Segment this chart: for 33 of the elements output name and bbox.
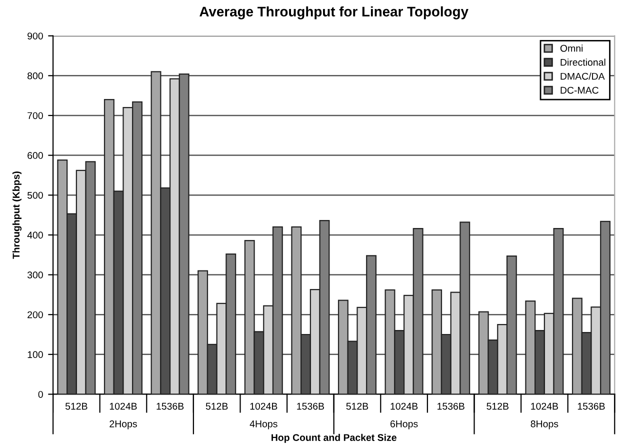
- y-tick-label: 100: [28, 351, 43, 358]
- x-tick-label: 1024B: [250, 402, 278, 410]
- y-tick-label: 700: [28, 112, 43, 120]
- y-tick-label: 800: [28, 72, 43, 80]
- text: 8Hops: [530, 420, 558, 430]
- y-tick-label: 900: [28, 32, 43, 40]
- text: 2Hops: [110, 420, 137, 430]
- x-tick-label: 1536B: [578, 402, 605, 410]
- legend-label: DC-MAC: [560, 86, 598, 94]
- legend-label: Directional: [560, 58, 606, 66]
- x-tick-label: 512B: [486, 402, 508, 410]
- x-tick-label: 1024B: [110, 402, 137, 410]
- y-axis-title: Throughput (Kbps): [12, 172, 22, 259]
- x-tick-label: 1536B: [156, 402, 184, 410]
- x-tick-label: 512B: [346, 402, 368, 410]
- x-tick-label: 512B: [65, 402, 88, 410]
- y-tick-label: 600: [28, 152, 43, 159]
- y-tick-label: 500: [27, 192, 43, 199]
- text: 4Hops: [250, 420, 278, 430]
- legend-label: Omni: [560, 44, 583, 52]
- legend-label: DMAC/DA: [560, 72, 605, 80]
- x-tick-label: 1024B: [390, 402, 418, 410]
- y-tick-label: 300: [27, 272, 43, 278]
- y-tick-label: 0: [38, 390, 43, 398]
- x-axis-title: Hop Count and Packet Size: [272, 434, 396, 443]
- y-tick-label: 200: [28, 311, 43, 318]
- x-tick-label: 1536B: [438, 402, 464, 410]
- x-tick-label: 512B: [206, 402, 228, 410]
- text: 6Hops: [390, 420, 418, 430]
- x-tick-label: 1536B: [297, 402, 324, 410]
- y-tick-label: 400: [27, 232, 43, 239]
- x-tick-label: 1024B: [531, 402, 558, 410]
- chart-title: Average Throughput for Linear Topology: [200, 6, 468, 20]
